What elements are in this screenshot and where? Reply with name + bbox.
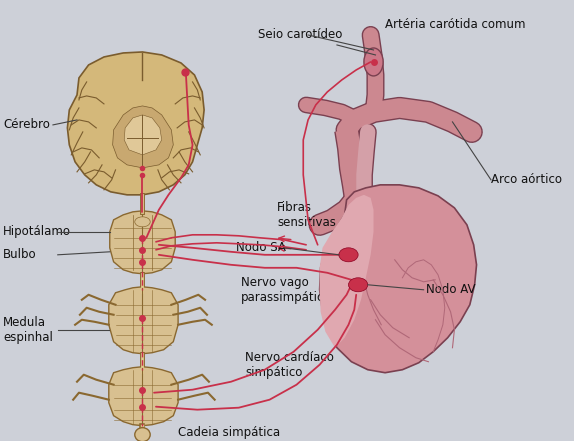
Text: Artéria carótida comum: Artéria carótida comum — [385, 19, 526, 31]
Polygon shape — [320, 185, 476, 373]
Text: Cérebro: Cérebro — [3, 118, 50, 131]
Text: Nodo AV: Nodo AV — [425, 283, 475, 296]
Ellipse shape — [339, 248, 358, 262]
Polygon shape — [320, 195, 374, 348]
Text: Medula
espinhal: Medula espinhal — [3, 316, 53, 344]
Text: Bulbo: Bulbo — [3, 248, 37, 262]
Polygon shape — [110, 211, 175, 274]
Text: Nodo SA: Nodo SA — [236, 241, 286, 254]
Polygon shape — [124, 115, 162, 155]
Polygon shape — [109, 287, 178, 354]
Ellipse shape — [348, 278, 368, 292]
Text: Arco aórtico: Arco aórtico — [491, 173, 562, 187]
Polygon shape — [67, 52, 204, 195]
Text: Hipotálamo: Hipotálamo — [3, 225, 71, 238]
Text: Cadeia simpática: Cadeia simpática — [178, 426, 280, 439]
Text: Fibras
sensitivas: Fibras sensitivas — [277, 201, 336, 229]
Ellipse shape — [135, 217, 150, 227]
Polygon shape — [113, 106, 173, 168]
Text: Seio carotídeo: Seio carotídeo — [258, 29, 342, 41]
Text: Nervo vago
parassimpático: Nervo vago parassimpático — [241, 276, 331, 304]
Polygon shape — [109, 367, 178, 426]
Ellipse shape — [135, 428, 150, 441]
Ellipse shape — [364, 48, 383, 76]
Text: Nervo cardíaco
simpático: Nervo cardíaco simpático — [246, 351, 335, 379]
